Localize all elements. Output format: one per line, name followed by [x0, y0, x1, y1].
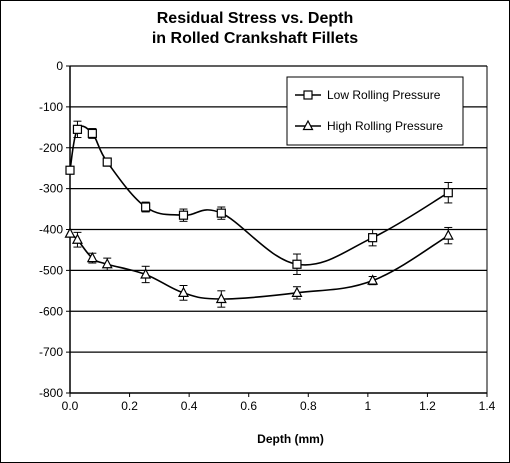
- legend-square-marker: [303, 90, 313, 100]
- chart-title-line-2: in Rolled Crankshaft Fillets: [151, 30, 359, 47]
- x-tick-label: 1: [365, 399, 372, 413]
- data-point-triangle: [291, 286, 303, 297]
- data-point-square: [141, 202, 151, 212]
- data-point-square: [178, 210, 189, 220]
- chart-title: Residual Stress vs. Depth in Rolled Cran…: [1, 9, 509, 49]
- series-line: [69, 232, 449, 300]
- data-point-triangle: [215, 292, 227, 304]
- x-axis-label: Depth (mm): [257, 432, 324, 446]
- data-point-triangle: [86, 251, 98, 263]
- y-tick-label: -600: [39, 304, 63, 318]
- x-tick-label: 1.2: [419, 399, 436, 413]
- x-tick-label: 0.4: [181, 399, 198, 413]
- x-tick-labels: 0.0 0.2 0.4 0.6 0.8 1 1.2 1.4: [62, 399, 496, 413]
- x-tick-label: 0.2: [121, 399, 138, 413]
- legend: Low Rolling Pressure High Rolling Pressu…: [286, 76, 464, 146]
- legend-triangle-marker: [302, 119, 314, 131]
- gridlines: [70, 65, 487, 353]
- x-tick-label: 1.4: [479, 399, 496, 413]
- data-point-triangle: [101, 257, 113, 269]
- series-line: [69, 125, 449, 266]
- series-low-rolling-pressure: [65, 120, 453, 275]
- data-point-square: [87, 128, 97, 139]
- chart-title-line-1: Residual Stress vs. Depth: [156, 10, 354, 27]
- y-tick-labels: 0 -100 -200 -300 -400 -500 -600 -700 -800: [39, 59, 63, 400]
- y-tick-label: -100: [39, 100, 63, 114]
- legend-label-low: Low Rolling Pressure: [327, 88, 441, 102]
- data-point-square: [65, 165, 75, 175]
- y-tick-label: -200: [39, 141, 63, 155]
- data-point-triangle: [140, 268, 152, 279]
- data-point-square: [72, 124, 83, 134]
- x-tick-label: 0.6: [240, 399, 257, 413]
- data-point-square: [102, 157, 112, 167]
- data-point-triangle: [71, 233, 83, 244]
- x-tick-label: 0.8: [300, 399, 317, 413]
- y-tick-label: -500: [39, 263, 63, 277]
- data-point-square: [368, 233, 378, 243]
- data-point-triangle: [367, 274, 379, 285]
- legend-box: [286, 76, 464, 146]
- data-point-triangle: [442, 229, 454, 240]
- y-tick-label: -700: [39, 345, 63, 359]
- y-tick-label: -800: [39, 386, 63, 400]
- data-point-triangle: [64, 227, 76, 238]
- series-high-rolling-pressure: [64, 226, 454, 308]
- y-tick-label: 0: [56, 59, 63, 73]
- y-tick-label: -300: [39, 182, 63, 196]
- data-point-triangle: [177, 286, 189, 297]
- legend-label-high: High Rolling Pressure: [327, 119, 443, 133]
- y-tick-label: -400: [39, 223, 63, 237]
- x-tick-label: 0.0: [62, 399, 79, 413]
- data-point-square: [443, 188, 453, 198]
- data-point-square: [216, 208, 226, 218]
- data-point-square: [292, 259, 302, 269]
- series-layer: [64, 120, 454, 308]
